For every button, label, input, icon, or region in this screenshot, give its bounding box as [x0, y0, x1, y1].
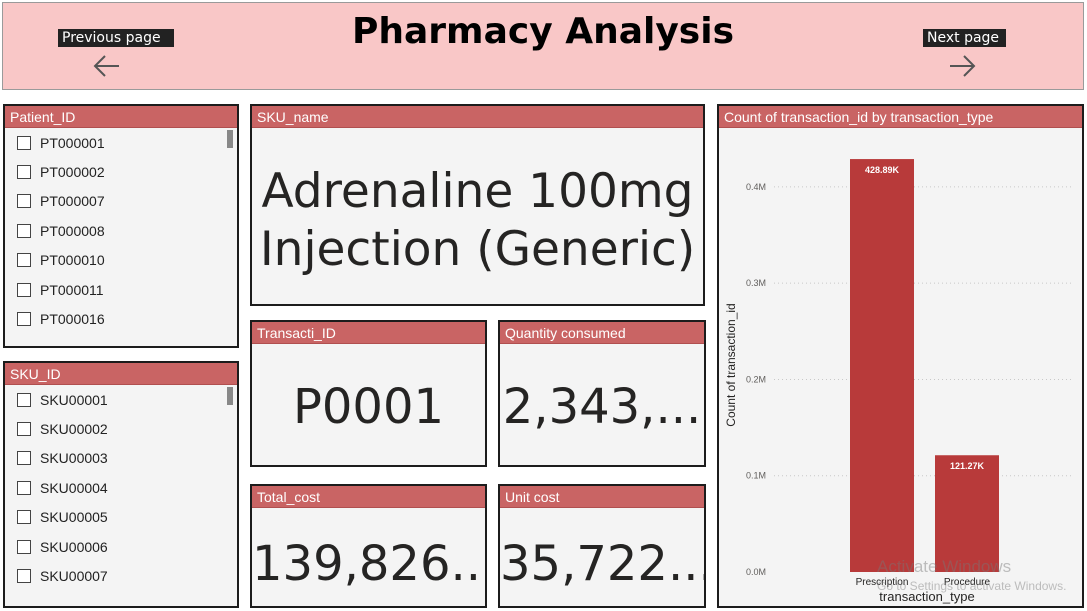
sku-list-scrollbar[interactable] — [227, 387, 233, 405]
checkbox[interactable] — [17, 392, 31, 407]
transaction-id-card-title: Transacti_ID — [252, 322, 485, 344]
sku-name-line-2: Injection (Generic) — [259, 222, 696, 277]
patient-id-item[interactable]: PT000007 — [5, 187, 237, 216]
sku-id-item[interactable]: SKU00002 — [5, 414, 237, 443]
y-tick-label: 0.2M — [746, 374, 766, 384]
quantity-consumed-card: Quantity consumed 2,343,... — [498, 320, 706, 467]
total-cost-value: 139,826... — [252, 536, 485, 592]
unit-cost-value: 35,722... — [500, 536, 704, 592]
y-tick-label: 0.0M — [746, 567, 766, 577]
checkbox[interactable] — [17, 223, 31, 238]
bar — [850, 159, 914, 572]
transaction-id-value: P0001 — [292, 379, 445, 435]
y-tick-label: 0.3M — [746, 278, 766, 288]
checkbox[interactable] — [17, 194, 31, 209]
transaction-type-chart: Count of transaction_id by transaction_t… — [717, 104, 1084, 608]
checkbox[interactable] — [17, 510, 31, 525]
sku-id-item[interactable]: SKU00001 — [5, 385, 237, 414]
patient-list-scrollbar[interactable] — [227, 130, 233, 148]
patient-id-item-label: PT000001 — [40, 134, 105, 151]
y-axis-label: Count of transaction_id — [724, 303, 738, 426]
previous-page-label: Previous page — [58, 29, 174, 47]
patient-id-list: PT000001 PT000002 PT000007 PT000008 PT000010… — [5, 128, 237, 346]
sku-id-item[interactable]: SKU00004 — [5, 473, 237, 502]
x-tick-label: Procedure — [944, 577, 991, 588]
sku-id-item[interactable]: SKU00007 — [5, 561, 237, 590]
checkbox[interactable] — [17, 253, 31, 268]
arrow-left-icon — [93, 55, 119, 77]
patient-id-item[interactable]: PT000002 — [5, 157, 237, 186]
patient-id-item[interactable]: PT000011 — [5, 275, 237, 304]
bar-data-label: 121.27K — [950, 461, 985, 471]
bar — [935, 455, 999, 572]
arrow-right-icon — [950, 55, 976, 77]
bar-data-label: 428.89K — [865, 165, 900, 175]
sku-id-item-label: SKU00003 — [40, 450, 108, 467]
sku-id-item-label: SKU00005 — [40, 509, 108, 526]
checkbox[interactable] — [17, 480, 31, 495]
patient-id-item[interactable]: PT000010 — [5, 246, 237, 275]
unit-cost-card: Unit cost 35,722... — [498, 484, 706, 608]
x-axis-label: transaction_type — [879, 589, 974, 604]
patient-id-item-label: PT000008 — [40, 222, 105, 239]
y-tick-label: 0.1M — [746, 471, 766, 481]
next-page-button[interactable]: Next page — [923, 29, 1006, 81]
chart-plot-area: 0.0M 0.1M 0.2M 0.3M 0.4M 428.89K Prescription 1… — [724, 159, 1074, 604]
sku-id-item[interactable]: SKU00006 — [5, 532, 237, 561]
checkbox[interactable] — [17, 539, 31, 554]
sku-id-item-label: SKU00002 — [40, 421, 108, 438]
checkbox[interactable] — [17, 135, 31, 150]
quantity-consumed-value: 2,343,... — [502, 379, 702, 435]
checkbox[interactable] — [17, 312, 31, 327]
sku-id-item-label: SKU00001 — [40, 391, 108, 408]
sku-name-card-title: SKU_name — [252, 106, 703, 128]
y-tick-label: 0.4M — [746, 182, 766, 192]
page-header: Pharmacy Analysis Previous page Next pag… — [2, 2, 1084, 90]
patient-id-item-label: PT000011 — [40, 281, 104, 298]
sku-id-slicer: SKU_ID SKU00001 SKU00002 SKU00003 SKU00004 S… — [3, 361, 239, 608]
chart-title: Count of transaction_id by transaction_t… — [719, 106, 1082, 128]
patient-id-item-label: PT000002 — [40, 164, 105, 181]
patient-id-item-label: PT000007 — [40, 193, 105, 210]
sku-name-line-1: Adrenaline 100mg — [261, 164, 694, 219]
total-cost-card-title: Total_cost — [252, 486, 485, 508]
sku-id-item-label: SKU00006 — [40, 538, 108, 555]
transaction-id-card: Transacti_ID P0001 — [250, 320, 487, 467]
x-tick-label: Prescription — [856, 577, 909, 588]
sku-id-item-label: SKU00007 — [40, 568, 108, 585]
patient-id-slicer-title: Patient_ID — [5, 106, 237, 128]
patient-id-item[interactable]: PT000016 — [5, 304, 237, 333]
patient-id-item[interactable]: PT000001 — [5, 128, 237, 157]
sku-id-list: SKU00001 SKU00002 SKU00003 SKU00004 SKU00005… — [5, 385, 237, 606]
patient-id-item[interactable]: PT000008 — [5, 216, 237, 245]
sku-id-slicer-title: SKU_ID — [5, 363, 237, 385]
sku-id-item[interactable]: SKU00005 — [5, 503, 237, 532]
sku-id-item-label: SKU00004 — [40, 479, 108, 496]
quantity-consumed-card-title: Quantity consumed — [500, 322, 704, 344]
checkbox[interactable] — [17, 282, 31, 297]
checkbox[interactable] — [17, 165, 31, 180]
page-title: Pharmacy Analysis — [352, 11, 734, 52]
next-page-label: Next page — [923, 29, 1006, 47]
sku-id-item[interactable]: SKU00003 — [5, 444, 237, 473]
unit-cost-card-title: Unit cost — [500, 486, 704, 508]
patient-id-item-label: PT000016 — [40, 311, 105, 328]
checkbox[interactable] — [17, 569, 31, 584]
checkbox[interactable] — [17, 451, 31, 466]
checkbox[interactable] — [17, 422, 31, 437]
patient-id-item-label: PT000010 — [40, 252, 105, 269]
sku-name-card: SKU_name Adrenaline 100mg Injection (Gen… — [250, 104, 705, 306]
patient-id-slicer: Patient_ID PT000001 PT000002 PT000007 PT000… — [3, 104, 239, 348]
total-cost-card: Total_cost 139,826... — [250, 484, 487, 608]
previous-page-button[interactable]: Previous page — [58, 29, 174, 81]
